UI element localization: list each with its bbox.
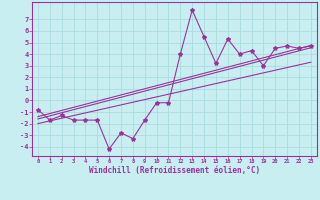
- X-axis label: Windchill (Refroidissement éolien,°C): Windchill (Refroidissement éolien,°C): [89, 166, 260, 175]
